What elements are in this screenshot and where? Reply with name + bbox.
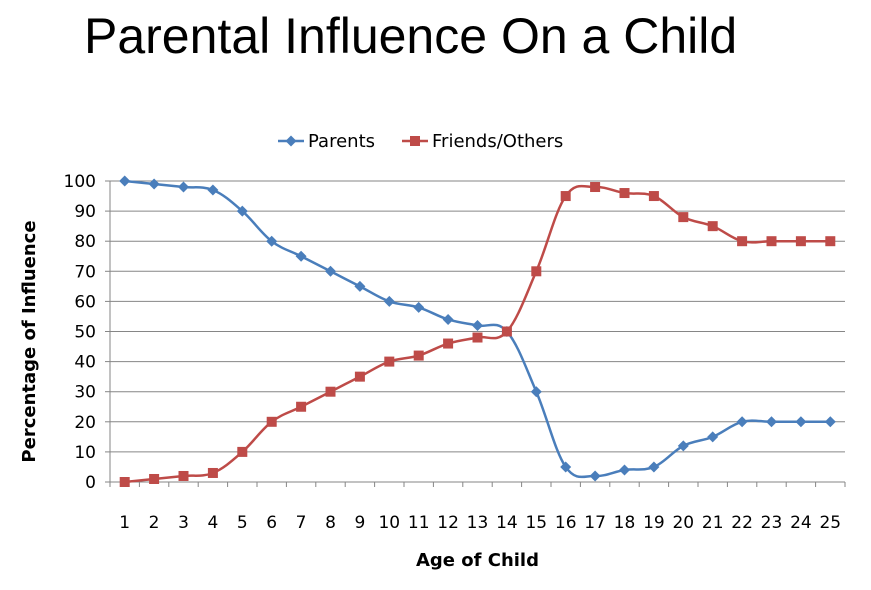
- series-1-point-1: [149, 473, 160, 484]
- y-tick-label-9: 90: [74, 202, 96, 222]
- series-1-point-12: [472, 332, 483, 343]
- y-tick-label-0: 0: [85, 473, 96, 493]
- series-1-point-9: [384, 356, 395, 367]
- series-1-point-8: [354, 371, 365, 382]
- chart-axes: [105, 180, 846, 487]
- series-0-point-0: [119, 175, 131, 187]
- series-0-point-21: [736, 416, 748, 428]
- y-tick-label-7: 70: [74, 262, 96, 282]
- series-1-point-11: [443, 338, 454, 349]
- series-0-point-19: [677, 440, 689, 452]
- y-tick-label-2: 20: [74, 413, 96, 433]
- x-tick-label-21: 22: [731, 513, 753, 533]
- series-0-point-12: [472, 319, 483, 331]
- x-tick-label-8: 9: [354, 513, 365, 533]
- series-1-point-10: [413, 350, 424, 361]
- series-1-point-5: [266, 416, 277, 427]
- series-0-point-5: [266, 235, 278, 247]
- y-tick-label-1: 10: [74, 443, 96, 463]
- x-tick-label-19: 20: [672, 513, 694, 533]
- x-tick-label-13: 14: [496, 513, 518, 533]
- x-axis-label: Age of Child: [416, 550, 539, 571]
- series-1-point-24: [825, 236, 836, 247]
- x-tick-label-6: 7: [296, 513, 307, 533]
- x-tick-label-20: 21: [702, 513, 724, 533]
- grid-lines: [110, 180, 845, 453]
- x-tick-label-2: 3: [178, 513, 189, 533]
- series-0-point-18: [648, 461, 660, 473]
- y-tick-label-8: 80: [74, 232, 96, 252]
- y-tick-label-3: 30: [74, 383, 96, 403]
- x-tick-label-10: 11: [408, 513, 430, 533]
- series-1-point-0: [119, 477, 130, 487]
- series-0-point-16: [589, 470, 601, 482]
- x-tick-label-15: 16: [555, 513, 577, 533]
- series-0-point-22: [766, 416, 777, 428]
- series-1-point-7: [325, 386, 336, 397]
- series-0-point-4: [236, 205, 248, 217]
- legend-label-1: Friends/Others: [432, 131, 563, 152]
- series-1-point-17: [619, 188, 630, 199]
- series-0-point-14: [530, 386, 542, 398]
- x-tick-label-11: 12: [437, 513, 459, 533]
- x-tick-label-18: 19: [643, 513, 665, 533]
- x-tick-label-16: 17: [584, 513, 606, 533]
- series-1-point-14: [531, 266, 542, 277]
- series-markers: [119, 175, 836, 487]
- x-tick-label-1: 2: [149, 513, 160, 533]
- y-tick-label-10: 100: [64, 172, 96, 192]
- series-1-point-3: [207, 467, 218, 478]
- series-0-point-24: [824, 416, 836, 428]
- series-0-point-2: [178, 181, 189, 193]
- x-tick-label-17: 18: [614, 513, 636, 533]
- series-1-point-6: [296, 401, 307, 412]
- series-0-point-17: [619, 464, 630, 476]
- x-tick-label-3: 4: [207, 513, 218, 533]
- series-1-point-22: [766, 236, 777, 247]
- series-0-point-1: [148, 178, 160, 190]
- legend-label-0: Parents: [308, 131, 375, 152]
- series-0-point-10: [413, 301, 425, 313]
- series-1-point-20: [707, 221, 718, 232]
- y-tick-labels: 0 10 20 30 40 50 60 70 80 90 100: [64, 172, 96, 493]
- series-0-point-20: [707, 431, 719, 443]
- legend-marker-0: [285, 135, 297, 147]
- series-0-point-23: [795, 416, 807, 428]
- legend-marker-1: [410, 136, 420, 146]
- x-tick-label-22: 23: [761, 513, 783, 533]
- y-tick-label-5: 50: [74, 323, 96, 343]
- series-0-point-11: [442, 313, 454, 325]
- x-tick-label-5: 6: [266, 513, 277, 533]
- series-1-point-13: [501, 326, 512, 337]
- x-tick-label-12: 13: [467, 513, 489, 533]
- x-tick-label-4: 5: [237, 513, 248, 533]
- series-0-point-6: [295, 250, 307, 262]
- y-tick-label-4: 40: [74, 353, 96, 373]
- y-tick-label-6: 60: [74, 292, 96, 312]
- chart-legend: Parents Friends/Others: [278, 131, 563, 152]
- series-1-point-18: [648, 191, 659, 202]
- series-0-point-7: [325, 265, 336, 277]
- series-1-point-2: [178, 470, 189, 481]
- y-axis-label: Percentage of Influence: [19, 220, 40, 462]
- x-tick-label-24: 25: [819, 513, 841, 533]
- series-1-point-21: [737, 236, 748, 247]
- x-tick-label-9: 10: [378, 513, 400, 533]
- series-1-point-15: [560, 191, 571, 202]
- series-0-point-8: [354, 280, 366, 292]
- series-1-point-19: [678, 212, 689, 223]
- x-tick-label-0: 1: [119, 513, 130, 533]
- x-tick-labels: 1 2 3 4 5 6 7 8 9 10 11 12 13 14 15 16 17 18 19 20 21 22 23 24 2…: [119, 513, 841, 533]
- series-1-point-4: [237, 446, 248, 457]
- series-1-point-16: [590, 182, 601, 193]
- x-tick-label-14: 15: [525, 513, 547, 533]
- series-0-point-9: [383, 295, 395, 307]
- x-tick-label-7: 8: [325, 513, 336, 533]
- series-0-point-15: [560, 461, 572, 473]
- series-0-point-3: [207, 184, 219, 196]
- x-tick-label-23: 24: [790, 513, 812, 533]
- page-title: Parental Influence On a Child: [84, 8, 738, 64]
- series-1-point-23: [795, 236, 806, 247]
